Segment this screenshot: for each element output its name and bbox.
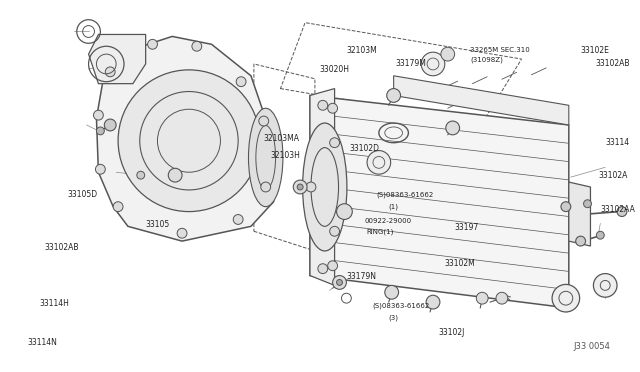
- Text: 33102J: 33102J: [438, 328, 464, 337]
- Circle shape: [233, 215, 243, 224]
- Text: (31098Z): (31098Z): [470, 57, 503, 63]
- Circle shape: [148, 39, 157, 49]
- Circle shape: [95, 164, 106, 174]
- Circle shape: [584, 200, 591, 208]
- Circle shape: [113, 202, 123, 212]
- Polygon shape: [97, 36, 273, 241]
- Circle shape: [617, 207, 627, 217]
- Text: 33102AB: 33102AB: [595, 60, 630, 68]
- Circle shape: [596, 231, 604, 239]
- Circle shape: [496, 292, 508, 304]
- Text: 33020H: 33020H: [320, 65, 350, 74]
- Polygon shape: [310, 89, 335, 285]
- Text: 33179M: 33179M: [396, 60, 426, 68]
- Circle shape: [177, 228, 187, 238]
- Circle shape: [333, 276, 346, 289]
- Text: (3): (3): [388, 315, 399, 321]
- Text: 33114: 33114: [605, 138, 629, 147]
- Circle shape: [426, 295, 440, 309]
- Circle shape: [318, 100, 328, 110]
- Circle shape: [118, 70, 260, 212]
- Circle shape: [387, 89, 401, 102]
- Text: 33265M SEC.310: 33265M SEC.310: [470, 47, 530, 53]
- Circle shape: [106, 67, 115, 77]
- Text: 33114N: 33114N: [28, 338, 58, 347]
- Text: 33102D: 33102D: [349, 144, 380, 153]
- Text: 33179N: 33179N: [346, 272, 376, 281]
- Circle shape: [93, 110, 103, 120]
- Text: 00922-29000: 00922-29000: [364, 218, 412, 224]
- Text: 33102E: 33102E: [580, 46, 609, 55]
- Circle shape: [476, 292, 488, 304]
- Ellipse shape: [248, 108, 283, 207]
- Circle shape: [385, 285, 399, 299]
- Text: 32103M: 32103M: [346, 46, 377, 55]
- Circle shape: [337, 279, 342, 285]
- Circle shape: [593, 273, 617, 297]
- Text: 33102AB: 33102AB: [44, 243, 79, 251]
- Polygon shape: [88, 35, 146, 84]
- Circle shape: [337, 204, 352, 219]
- Circle shape: [576, 236, 586, 246]
- Text: 33114H: 33114H: [40, 299, 69, 308]
- Circle shape: [328, 103, 337, 113]
- Circle shape: [328, 261, 337, 271]
- Text: (S)08363-61662: (S)08363-61662: [376, 192, 433, 198]
- Circle shape: [318, 264, 328, 273]
- Circle shape: [259, 116, 269, 126]
- Text: J33 0054: J33 0054: [573, 342, 610, 351]
- Circle shape: [260, 182, 271, 192]
- Circle shape: [441, 47, 454, 61]
- Circle shape: [192, 41, 202, 51]
- Circle shape: [552, 285, 580, 312]
- Text: 33102M: 33102M: [445, 259, 476, 268]
- Circle shape: [306, 182, 316, 192]
- Circle shape: [446, 121, 460, 135]
- Circle shape: [330, 138, 339, 148]
- Circle shape: [236, 77, 246, 87]
- Circle shape: [421, 52, 445, 76]
- Circle shape: [561, 202, 571, 212]
- Circle shape: [297, 184, 303, 190]
- Circle shape: [367, 151, 390, 174]
- Circle shape: [97, 127, 104, 135]
- Text: 33102A: 33102A: [598, 171, 628, 180]
- Polygon shape: [310, 96, 569, 308]
- Ellipse shape: [303, 123, 347, 251]
- Circle shape: [104, 119, 116, 131]
- Circle shape: [168, 168, 182, 182]
- Text: (S)08363-61662: (S)08363-61662: [372, 303, 429, 309]
- Text: RING(1): RING(1): [366, 228, 394, 234]
- Text: (1): (1): [388, 203, 399, 210]
- Text: 32103MA: 32103MA: [264, 134, 300, 143]
- Text: 33102AA: 33102AA: [600, 205, 635, 214]
- Circle shape: [137, 171, 145, 179]
- Text: 33105D: 33105D: [67, 190, 97, 199]
- Text: 32103H: 32103H: [271, 151, 301, 160]
- Polygon shape: [569, 182, 591, 246]
- Polygon shape: [394, 76, 569, 125]
- Text: 33105: 33105: [146, 220, 170, 229]
- Circle shape: [330, 226, 339, 236]
- Circle shape: [293, 180, 307, 194]
- Text: 33197: 33197: [454, 223, 479, 232]
